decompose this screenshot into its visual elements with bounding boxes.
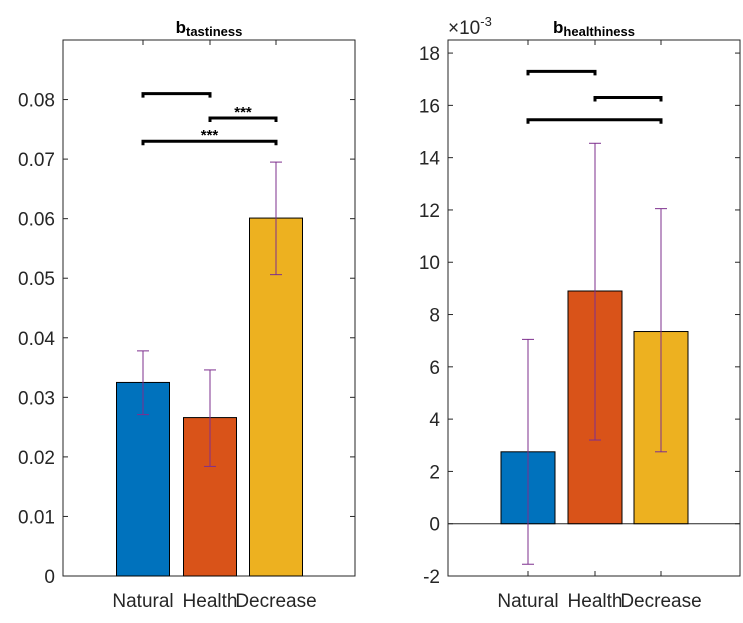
- y-tick-label: 0.08: [18, 91, 55, 112]
- y-tick-label: 18: [419, 44, 440, 65]
- chart-title: bhealthiness: [553, 18, 635, 39]
- y-tick-label: 8: [429, 306, 440, 327]
- significance-bracket: [526, 118, 663, 124]
- y-tick-label: 0.05: [18, 269, 55, 290]
- y-tick-label: 16: [419, 96, 440, 117]
- significance-label: ***: [234, 104, 252, 121]
- x-tick-label: Health: [183, 591, 238, 612]
- y-tick-label: 12: [419, 201, 440, 222]
- y-tick-label: 14: [419, 149, 441, 170]
- y-exponent-label: ×10-3: [448, 14, 492, 39]
- y-tick-label: 0.04: [18, 329, 55, 350]
- y-tick-label: 0.03: [18, 388, 55, 409]
- y-tick-label: 4: [429, 410, 440, 431]
- axes-box: [447, 39, 741, 577]
- significance-label: ***: [201, 127, 219, 144]
- y-tick-label: 2: [429, 462, 440, 483]
- significance-bracket: [208, 116, 278, 123]
- x-tick-label: Decrease: [235, 591, 316, 612]
- y-tick-label: 0.07: [18, 150, 55, 171]
- significance-bracket: [141, 139, 278, 146]
- y-tick-label: 0.01: [18, 507, 55, 528]
- y-tick-label: 0: [44, 567, 55, 588]
- y-tick-label: 0.02: [18, 448, 55, 469]
- significance-bracket: [141, 92, 212, 98]
- y-tick-label: 6: [429, 358, 440, 379]
- y-tick-label: -2: [423, 567, 440, 588]
- y-tick-label: 0.06: [18, 210, 55, 231]
- x-tick-label: Natural: [497, 591, 558, 612]
- x-tick-label: Health: [568, 591, 623, 612]
- chart-title: btastiness: [176, 18, 243, 39]
- significance-bracket: [593, 96, 663, 102]
- x-tick-label: Decrease: [620, 591, 701, 612]
- y-tick-label: 0: [429, 515, 440, 536]
- significance-bracket: [526, 69, 597, 76]
- x-tick-label: Natural: [112, 591, 173, 612]
- panel-tastiness: 0 0.01 0.02 0.03 0.04 0.05 0.06 0.07 0.08 Natural…: [18, 18, 356, 612]
- y-tick-label: 10: [419, 253, 440, 274]
